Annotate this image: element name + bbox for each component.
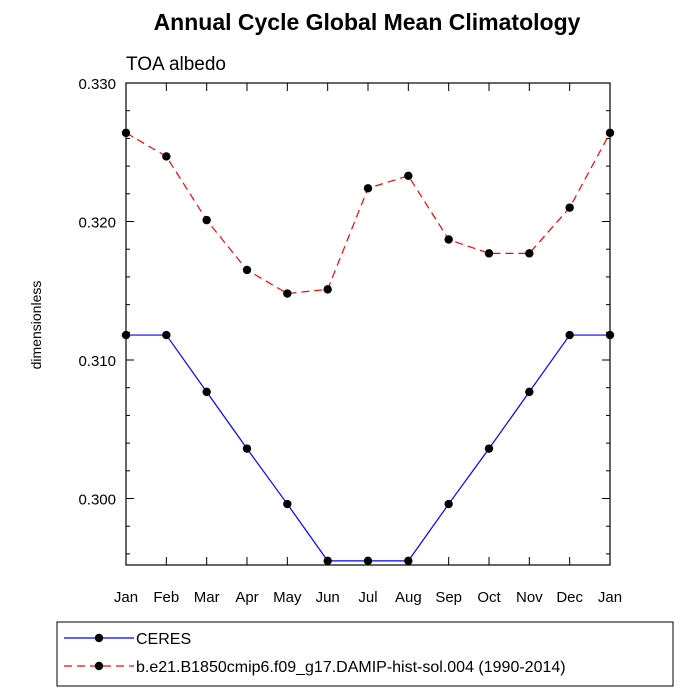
data-point: [323, 285, 332, 294]
x-tick-label: Jul: [358, 589, 377, 606]
data-point: [363, 556, 373, 566]
data-point: [242, 265, 252, 275]
data-point: [202, 387, 211, 397]
data-point: [202, 215, 211, 225]
y-tick-label: 0.320: [78, 215, 116, 232]
data-point: [404, 556, 413, 566]
x-tick-label: Jun: [316, 589, 340, 606]
chart-title: Annual Cycle Global Mean Climatology: [154, 9, 581, 35]
legend-label: b.e21.B1850cmip6.f09_g17.DAMIP-hist-sol.…: [136, 659, 566, 676]
data-point: [565, 203, 574, 212]
data-point: [525, 387, 534, 397]
x-tick-label: Mar: [194, 589, 220, 606]
data-point: [363, 184, 373, 193]
legend-marker: [94, 633, 104, 643]
x-tick-label: Jan: [114, 589, 138, 606]
data-point: [162, 330, 171, 340]
x-tick-label: Apr: [235, 589, 258, 606]
data-point: [242, 444, 252, 453]
data-point: [283, 289, 292, 298]
data-point: [283, 499, 292, 509]
ticks-layer: Jan Feb Mar Apr May Jun Jul Aug Sep Oct Nov Dec Jan 0…: [78, 76, 622, 606]
x-tick-label: Oct: [477, 589, 501, 606]
data-point: [323, 556, 332, 566]
x-tick-label: Jan: [598, 589, 622, 606]
data-point: [484, 444, 494, 453]
legend-box: [56, 621, 674, 687]
legend-items: CERES b.e21.B1850cmip6.f09_g17.DAMIP-hist…: [64, 631, 566, 676]
x-tick-label: Nov: [516, 589, 543, 606]
series-line-1: [125, 132, 611, 295]
x-tick-label: Feb: [153, 589, 179, 606]
y-tick-label: 0.300: [78, 492, 116, 509]
data-point: [484, 249, 494, 258]
series-line-0: [126, 334, 610, 562]
y-axis-label: dimensionless: [28, 281, 44, 370]
y-tick-label: 0.310: [78, 353, 116, 370]
data-point: [444, 499, 453, 509]
data-point: [444, 235, 453, 244]
data-point: [404, 171, 413, 180]
series-layer: [121, 128, 615, 566]
x-tick-label: May: [273, 589, 302, 606]
legend: CERES b.e21.B1850cmip6.f09_g17.DAMIP-hist…: [56, 621, 674, 687]
y-tick-label: 0.330: [78, 76, 116, 93]
data-point: [525, 249, 534, 258]
data-point: [162, 152, 171, 161]
x-tick-label: Dec: [556, 589, 583, 606]
plot-frame: [125, 82, 611, 566]
legend-marker: [94, 661, 104, 671]
x-tick-label: Sep: [435, 589, 462, 606]
data-point: [565, 330, 574, 340]
x-tick-label: Aug: [395, 589, 422, 606]
legend-label: CERES: [136, 631, 191, 648]
chart-subtitle: TOA albedo: [126, 54, 226, 75]
